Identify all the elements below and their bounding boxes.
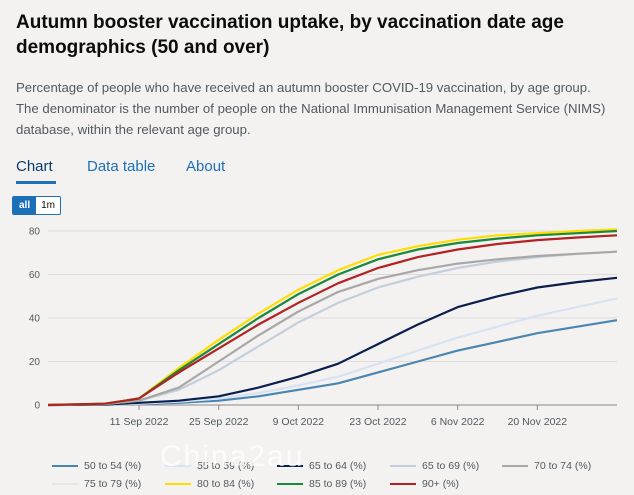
legend-item[interactable]: 50 to 54 (%) (52, 458, 141, 474)
legend-swatch (165, 465, 191, 467)
legend-label: 85 to 89 (%) (309, 478, 367, 490)
legend-label: 55 to 59 (%) (197, 460, 255, 472)
legend-item[interactable]: 80 to 84 (%) (165, 476, 254, 492)
legend-swatch (165, 483, 191, 485)
legend-swatch (52, 465, 78, 467)
legend-label: 75 to 79 (%) (84, 478, 142, 490)
y-tick-label: 80 (29, 227, 41, 238)
legend-item[interactable]: 65 to 69 (%) (390, 458, 479, 474)
y-tick-label: 60 (29, 270, 41, 281)
chart-description: Percentage of people who have received a… (16, 80, 606, 137)
legend-item[interactable]: 55 to 59 (%) (165, 458, 254, 474)
legend-swatch (277, 465, 303, 467)
legend-item[interactable]: 85 to 89 (%) (277, 476, 366, 492)
series-line-2[interactable] (47, 276, 618, 407)
active-tab-indicator (16, 181, 56, 184)
chart-legend: 50 to 54 (%) 55 to 59 (%) 65 to 64 (%) 65 t… (52, 458, 612, 494)
tab-chart[interactable]: Chart (16, 158, 53, 175)
y-tick-label: 0 (34, 401, 40, 412)
legend-item[interactable]: 65 to 64 (%) (277, 458, 366, 474)
line-chart: 0 20 40 60 80 11 Sep 2022 25 Sep 2022 9 Oct 202… (29, 227, 618, 428)
y-tick-label: 20 (29, 357, 41, 368)
chart-title: Autumn booster vaccination uptake, by va… (16, 12, 564, 58)
x-tick-label: 9 Oct 2022 (273, 416, 325, 428)
legend-label: 90+ (%) (422, 478, 460, 490)
time-range-selector: all 1m (12, 196, 62, 215)
legend-label: 65 to 64 (%) (309, 460, 367, 472)
tab-about[interactable]: About (186, 158, 226, 175)
y-tick-label: 40 (29, 314, 41, 325)
legend-label: 80 to 84 (%) (197, 478, 255, 490)
legend-label: 70 to 74 (%) (534, 460, 592, 472)
legend-swatch (277, 483, 303, 485)
x-tick-label: 23 Oct 2022 (349, 416, 406, 428)
x-tick-label: 20 Nov 2022 (508, 416, 568, 428)
legend-label: 50 to 54 (%) (84, 460, 142, 472)
legend-swatch (502, 465, 528, 467)
series-line-8[interactable] (47, 234, 618, 407)
series-line-1[interactable] (47, 297, 618, 407)
legend-item[interactable]: 75 to 79 (%) (52, 476, 141, 492)
series-line-4[interactable] (47, 250, 618, 407)
x-tick-label: 25 Sep 2022 (189, 416, 249, 428)
range-all-button[interactable]: all (13, 197, 37, 214)
x-tick-label: 11 Sep 2022 (110, 416, 169, 428)
range-1m-button[interactable]: 1m (41, 200, 56, 211)
legend-item[interactable]: 70 to 74 (%) (502, 458, 591, 474)
series-line-0[interactable] (47, 319, 618, 407)
legend-swatch (390, 465, 416, 467)
legend-swatch (52, 483, 78, 485)
tab-data-table[interactable]: Data table (87, 158, 156, 175)
legend-label: 65 to 69 (%) (422, 460, 480, 472)
x-tick-label: 6 Nov 2022 (431, 416, 485, 428)
legend-swatch (390, 483, 416, 485)
legend-item[interactable]: 90+ (%) (390, 476, 459, 492)
